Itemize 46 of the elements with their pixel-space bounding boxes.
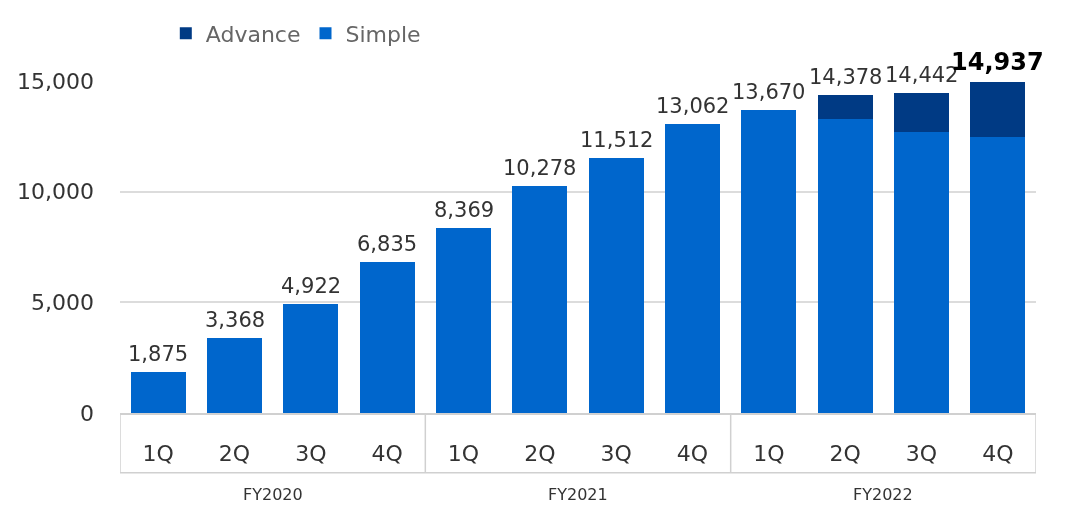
total-label: 1,875: [128, 342, 189, 366]
total-label: 8,369: [434, 198, 495, 222]
text: FY2020: [243, 485, 303, 504]
bar: [817, 118, 873, 413]
bar: [359, 261, 415, 413]
bar: [741, 110, 797, 413]
bar: [817, 94, 873, 119]
legend-label: Advance: [205, 21, 301, 47]
bar: [894, 131, 949, 413]
x-tick-label: 2Q: [218, 441, 251, 467]
x-tick-label: 4Q: [982, 441, 1014, 467]
text: FY2021: [548, 485, 608, 504]
text: FY2022: [853, 485, 913, 504]
x-tick-label: 3Q: [905, 441, 938, 467]
bar: [970, 82, 1026, 138]
total-label: 13,670: [732, 80, 806, 104]
x-tick-label: 3Q: [600, 441, 632, 467]
bar: [130, 371, 186, 413]
x-tick-label: 2Q: [829, 441, 861, 467]
y-tick-label: 0: [80, 400, 94, 426]
total-label: 4,922: [281, 274, 342, 298]
legend-label: Simple: [345, 21, 421, 47]
bar: [894, 93, 949, 132]
total-label: 3,368: [205, 308, 266, 332]
total-label: 14,378: [809, 65, 883, 89]
bar: [970, 137, 1026, 413]
total-label: 11,512: [580, 128, 654, 152]
y-tick-label: 10,000: [17, 179, 94, 205]
x-tick-label: 2Q: [524, 441, 556, 467]
total-label: 13,062: [656, 94, 730, 118]
x-tick-label: 3Q: [295, 441, 327, 467]
bar: [665, 123, 720, 413]
total-label: 6,835: [357, 232, 418, 256]
bar: [283, 304, 339, 413]
x-tick-label: 4Q: [371, 441, 403, 467]
bar: [512, 185, 568, 413]
bar: [436, 227, 491, 413]
x-tick-label: 1Q: [753, 441, 785, 467]
x-tick-label: 1Q: [447, 441, 480, 467]
y-tick-label: 15,000: [17, 68, 94, 94]
bar: [207, 338, 262, 413]
x-tick-label: 4Q: [676, 441, 709, 467]
bar: [588, 158, 644, 413]
y-tick-label: 5,000: [31, 290, 94, 316]
total-label: 10,278: [503, 156, 577, 180]
x-tick-label: 1Q: [142, 441, 174, 467]
